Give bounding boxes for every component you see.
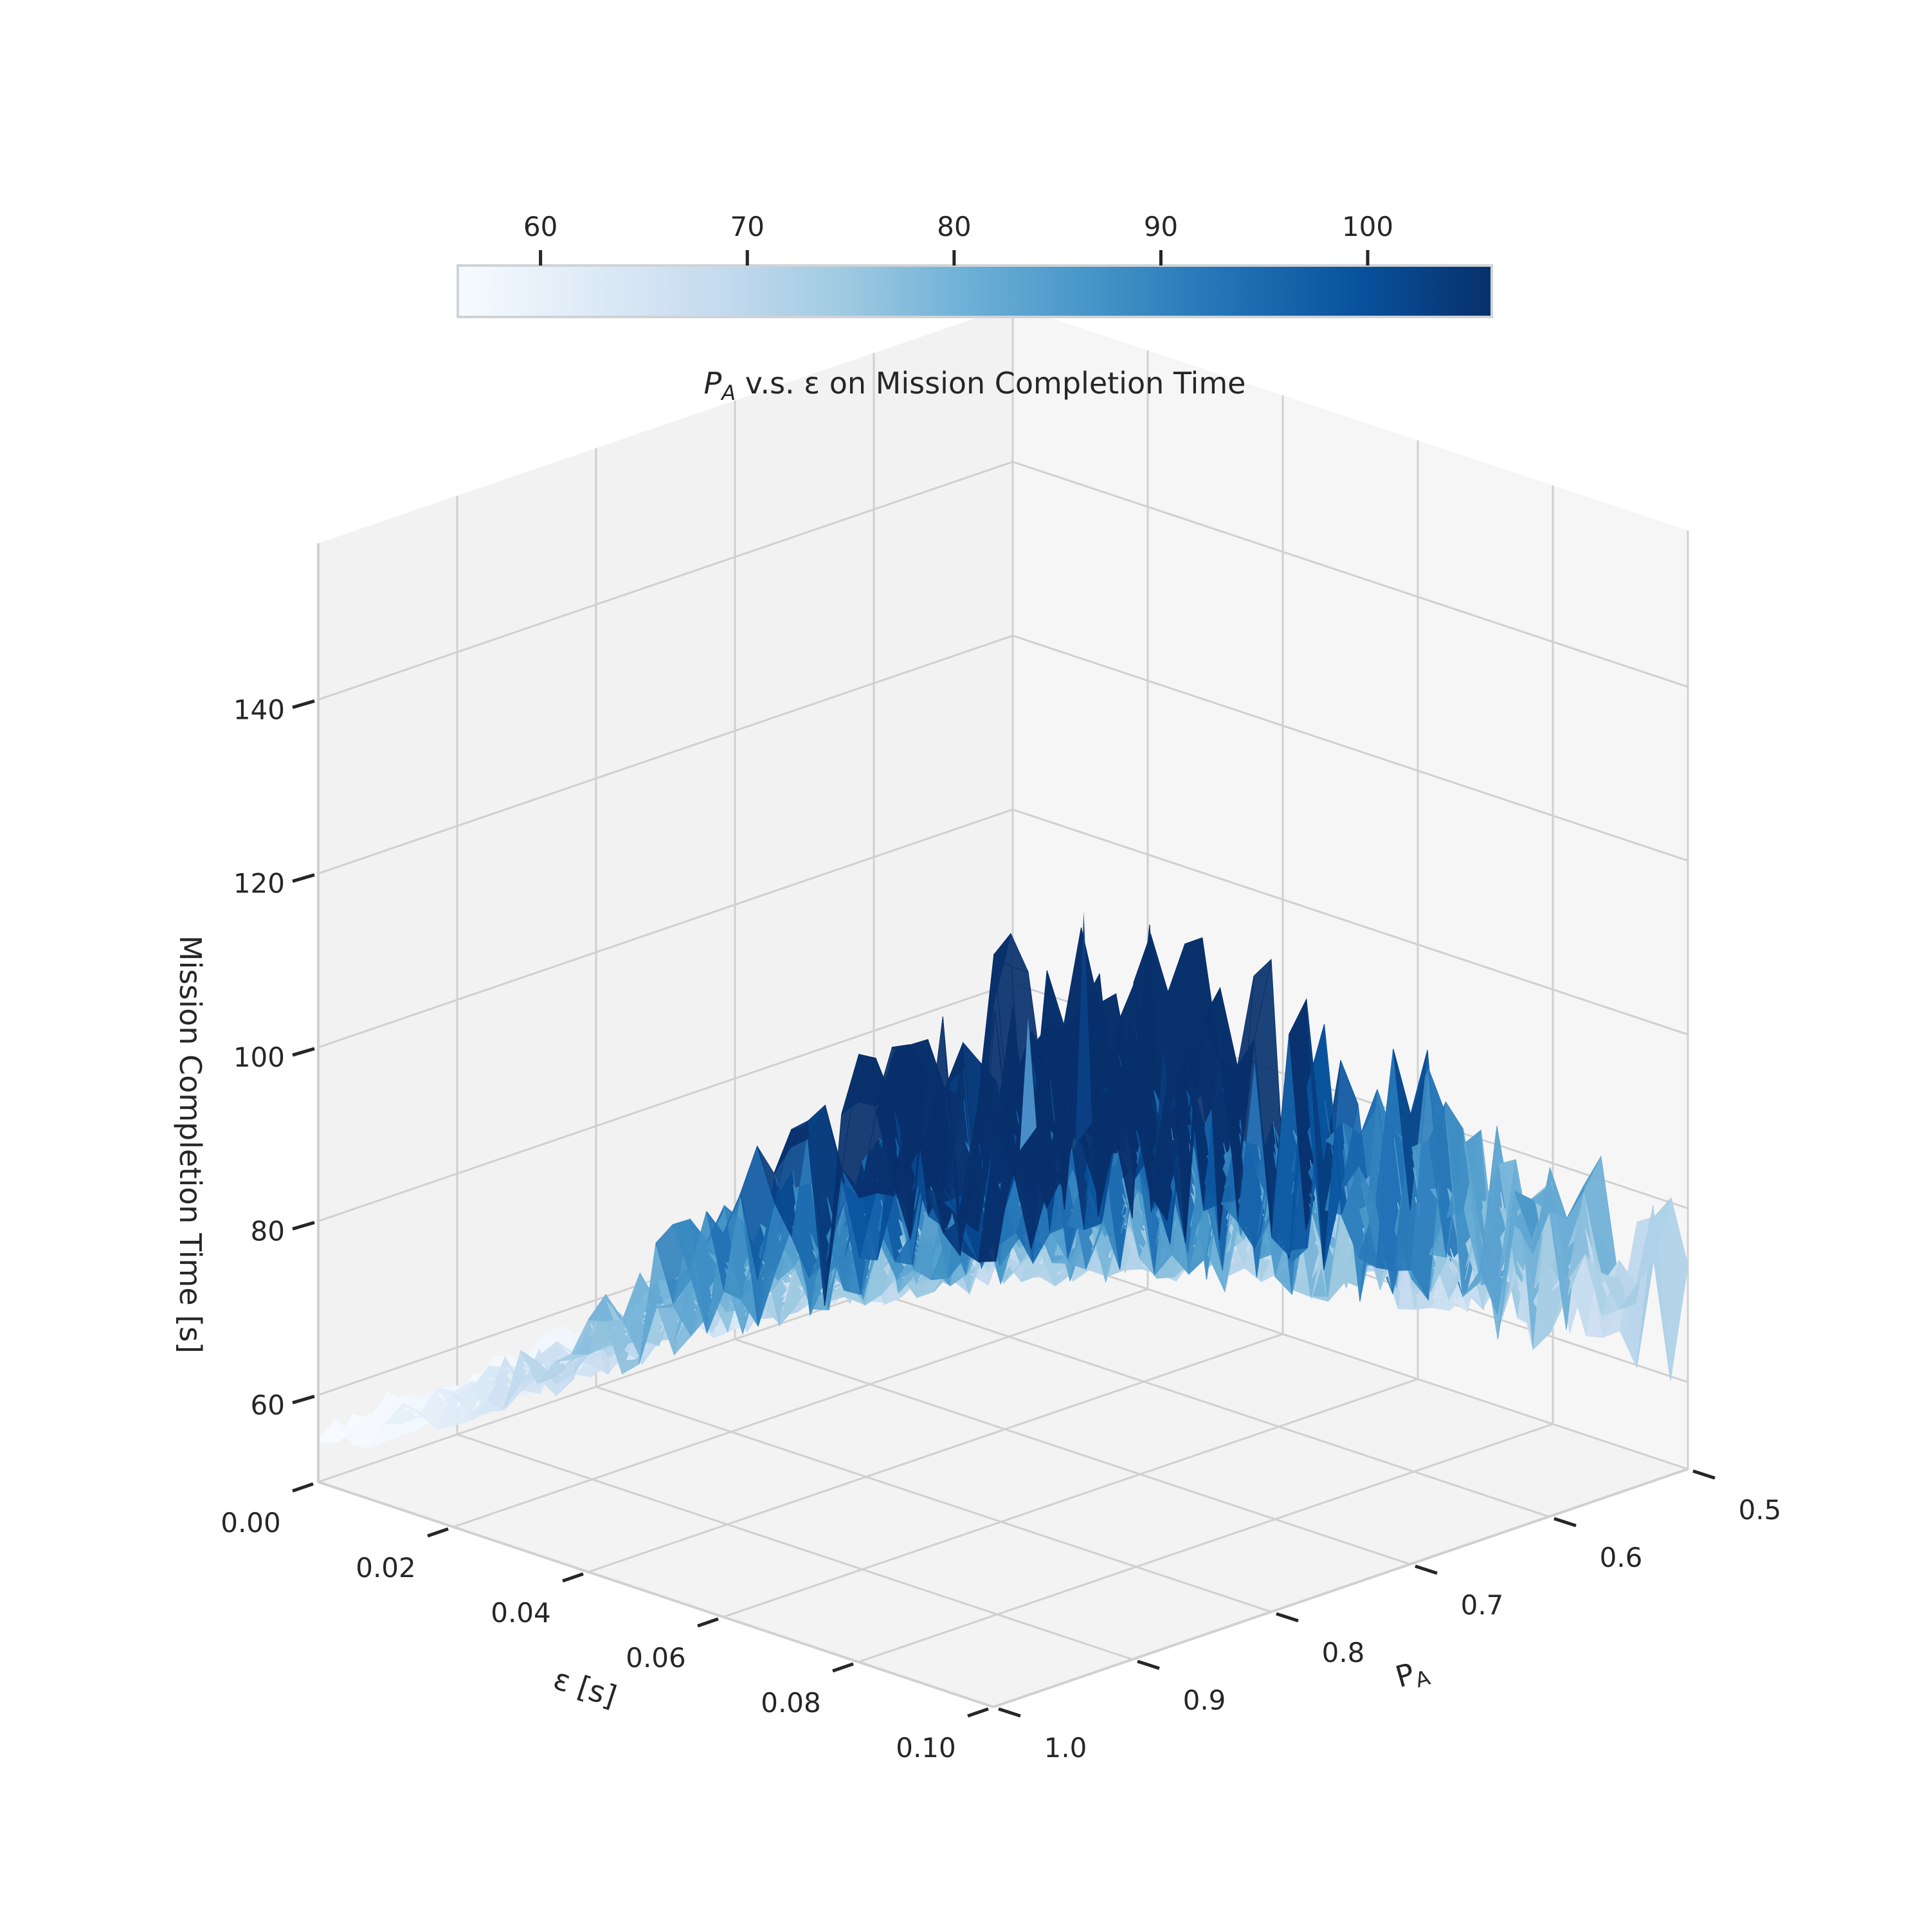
colorbar-tick-label: 90 <box>1144 211 1178 242</box>
grid-pa-0.8 <box>595 448 1272 1613</box>
y-tick <box>1137 1659 1160 1670</box>
z-tick-label: 140 <box>233 694 285 725</box>
x-tick-label: 0.04 <box>491 1597 551 1629</box>
y-tick <box>1415 1564 1438 1575</box>
x-tick-label: 0.02 <box>356 1552 416 1584</box>
z-tick <box>292 1221 315 1231</box>
colorbar: 60 70 80 90 100 PA v.s. ε on Mission Complet… <box>457 211 1493 405</box>
z-tick <box>292 699 315 709</box>
colorbar-title: PA v.s. ε on Mission Completion Time <box>704 366 1246 405</box>
colorbar-title-main: P <box>704 366 722 401</box>
colorbar-tick-label: 60 <box>523 211 557 242</box>
colorbar-tick-label: 70 <box>730 211 765 242</box>
y-tick-label: 0.6 <box>1600 1542 1643 1573</box>
x-axis-label: ε [s] <box>549 1661 620 1714</box>
surface-spikes <box>1020 911 1092 1151</box>
gridlines <box>317 305 1689 1708</box>
colorbar-gradient <box>457 264 1493 318</box>
x-tick <box>967 1707 989 1718</box>
surface-spike <box>1075 911 1092 1146</box>
y-tick-label: 1.0 <box>1044 1732 1087 1764</box>
grid-z-140 <box>318 460 1689 701</box>
y-axis-label: PA <box>1391 1652 1433 1697</box>
colorbar-tick-label: 80 <box>937 211 971 242</box>
z-tick <box>292 873 315 883</box>
surface-spike <box>1020 1017 1037 1151</box>
grid-z-120 <box>318 635 1689 875</box>
z-tick-label: 100 <box>233 1042 285 1073</box>
colorbar-title-sub: A <box>720 381 736 405</box>
grid-z-100 <box>318 808 1689 1049</box>
x-tick-label: 0.06 <box>626 1642 686 1674</box>
y-tick <box>1276 1612 1299 1623</box>
y-axis-line <box>993 1468 1689 1708</box>
z-tick-label: 80 <box>251 1215 285 1247</box>
y-tick-label: 0.8 <box>1322 1637 1365 1668</box>
x-tick-label: 0.10 <box>896 1732 956 1764</box>
z-tick <box>292 1395 315 1405</box>
y-tick <box>1553 1517 1577 1528</box>
surface-plot <box>318 925 1689 1449</box>
x-tick-label: 0.00 <box>221 1507 281 1539</box>
y-tick <box>998 1707 1021 1718</box>
grid-pa-0.7 <box>734 401 1411 1566</box>
x-tick <box>427 1527 449 1538</box>
colorbar-tick-label: 100 <box>1342 211 1393 242</box>
y-tick-label: 0.9 <box>1183 1684 1226 1716</box>
x-tick <box>292 1482 314 1493</box>
colorbar-title-rest: v.s. ε on Mission Completion Time <box>736 366 1245 401</box>
surface-patch <box>1653 1196 1689 1381</box>
x-axis-line <box>318 1481 994 1708</box>
grid-pa-0.9 <box>456 496 1133 1661</box>
z-tick <box>292 1047 315 1057</box>
x-tick-label: 0.08 <box>761 1687 821 1719</box>
y-tick <box>1692 1469 1716 1480</box>
x-tick <box>562 1572 584 1583</box>
z-axis-label: Mission Completion Time [s] <box>173 935 208 1353</box>
axis-lines <box>317 543 1689 1708</box>
colorbar-ticks: 60 70 80 90 100 <box>523 211 1393 266</box>
z-tick-label: 120 <box>233 868 285 899</box>
floor-pane <box>318 1244 1688 1707</box>
x-tick <box>832 1662 854 1673</box>
x-tick <box>697 1617 719 1628</box>
y-tick-label: 0.7 <box>1461 1589 1504 1621</box>
tick-marks: 0.00 0.02 0.04 0.06 0.08 0.10 0.5 0.6 0.7 0.8 0.9 1… <box>221 694 1781 1764</box>
z-tick-label: 60 <box>251 1389 285 1421</box>
y-tick-label: 0.5 <box>1739 1494 1782 1526</box>
